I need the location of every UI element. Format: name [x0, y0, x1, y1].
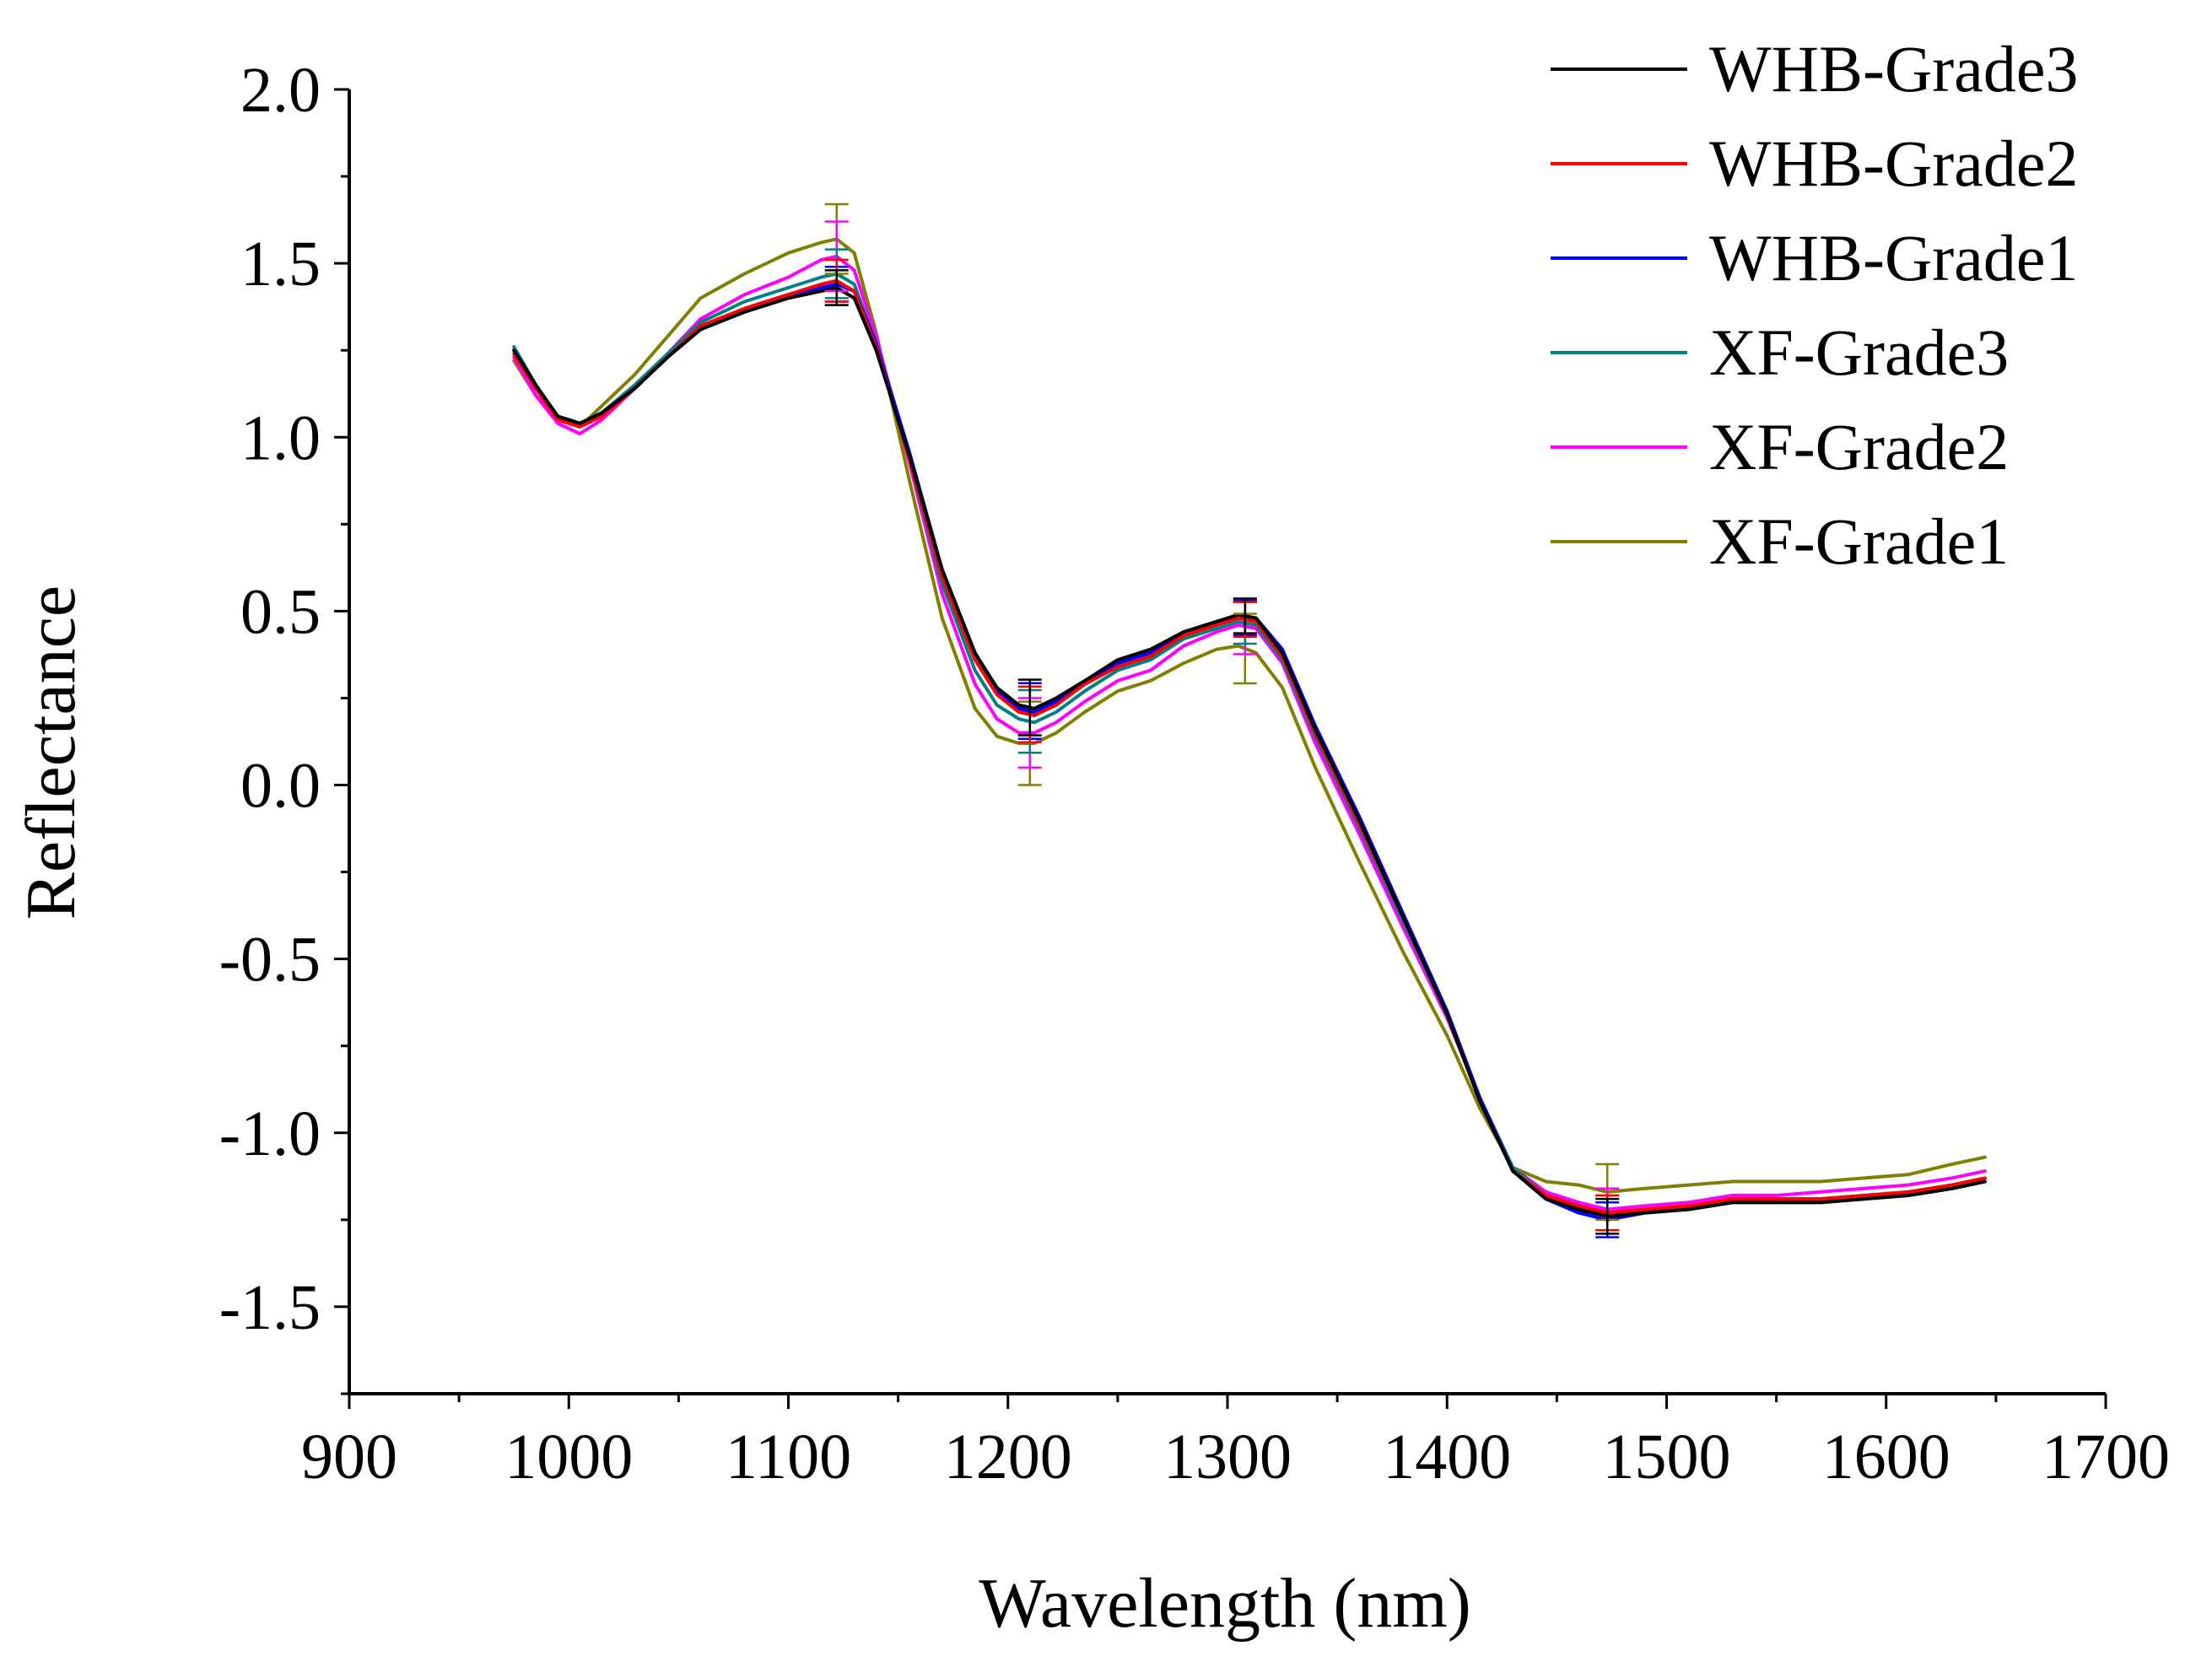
y-tick-label: 0.5	[240, 576, 321, 647]
legend: WHB-Grade3 WHB-Grade2 WHB-Grade1 XF-Grade3 X…	[1551, 32, 2079, 578]
series-line-whb-grade3	[512, 286, 1987, 1218]
legend-label-xf-grade1: XF-Grade1	[1709, 505, 2009, 578]
series-layer	[512, 202, 1987, 1238]
x-tick-label: 1000	[504, 1422, 633, 1492]
x-tick-label: 1600	[1822, 1422, 1950, 1492]
y-tick-label: -0.5	[219, 925, 321, 996]
legend-label-whb-grade3: WHB-Grade3	[1709, 32, 2079, 105]
y-tick-label: 2.0	[240, 55, 321, 126]
x-tick-label: 1500	[1603, 1422, 1731, 1492]
y-tick-label: 1.5	[240, 229, 321, 299]
x-axis-title: Wavelength (nm)	[979, 1564, 1470, 1643]
y-tick-label: -1.0	[219, 1098, 321, 1169]
x-tick-label: 1300	[1163, 1422, 1292, 1492]
y-tick-label: 0.0	[240, 751, 321, 822]
series-line-whb-grade2	[512, 278, 1987, 1215]
y-axis-title: Reflectance	[12, 585, 90, 920]
series-line-xf-grade1	[512, 237, 1987, 1194]
legend-label-xf-grade3: XF-Grade3	[1709, 316, 2009, 389]
series-line-xf-grade2	[512, 254, 1987, 1211]
axes-layer: 900 1000 1100 1200 1300 1400 1500 1600 1700 -1.5 -…	[219, 55, 2170, 1492]
x-tick-label: 1200	[944, 1422, 1072, 1492]
x-tick-label: 1100	[726, 1422, 851, 1492]
legend-label-whb-grade2: WHB-Grade2	[1709, 127, 2079, 200]
y-tick-label: 1.0	[240, 402, 321, 473]
legend-label-xf-grade2: XF-Grade2	[1709, 410, 2009, 483]
x-tick-label: 1700	[2042, 1422, 2170, 1492]
y-tick-label: -1.5	[219, 1272, 321, 1343]
legend-label-whb-grade1: WHB-Grade1	[1709, 221, 2079, 294]
x-tick-label: 900	[301, 1422, 397, 1492]
x-tick-label: 1400	[1383, 1422, 1511, 1492]
